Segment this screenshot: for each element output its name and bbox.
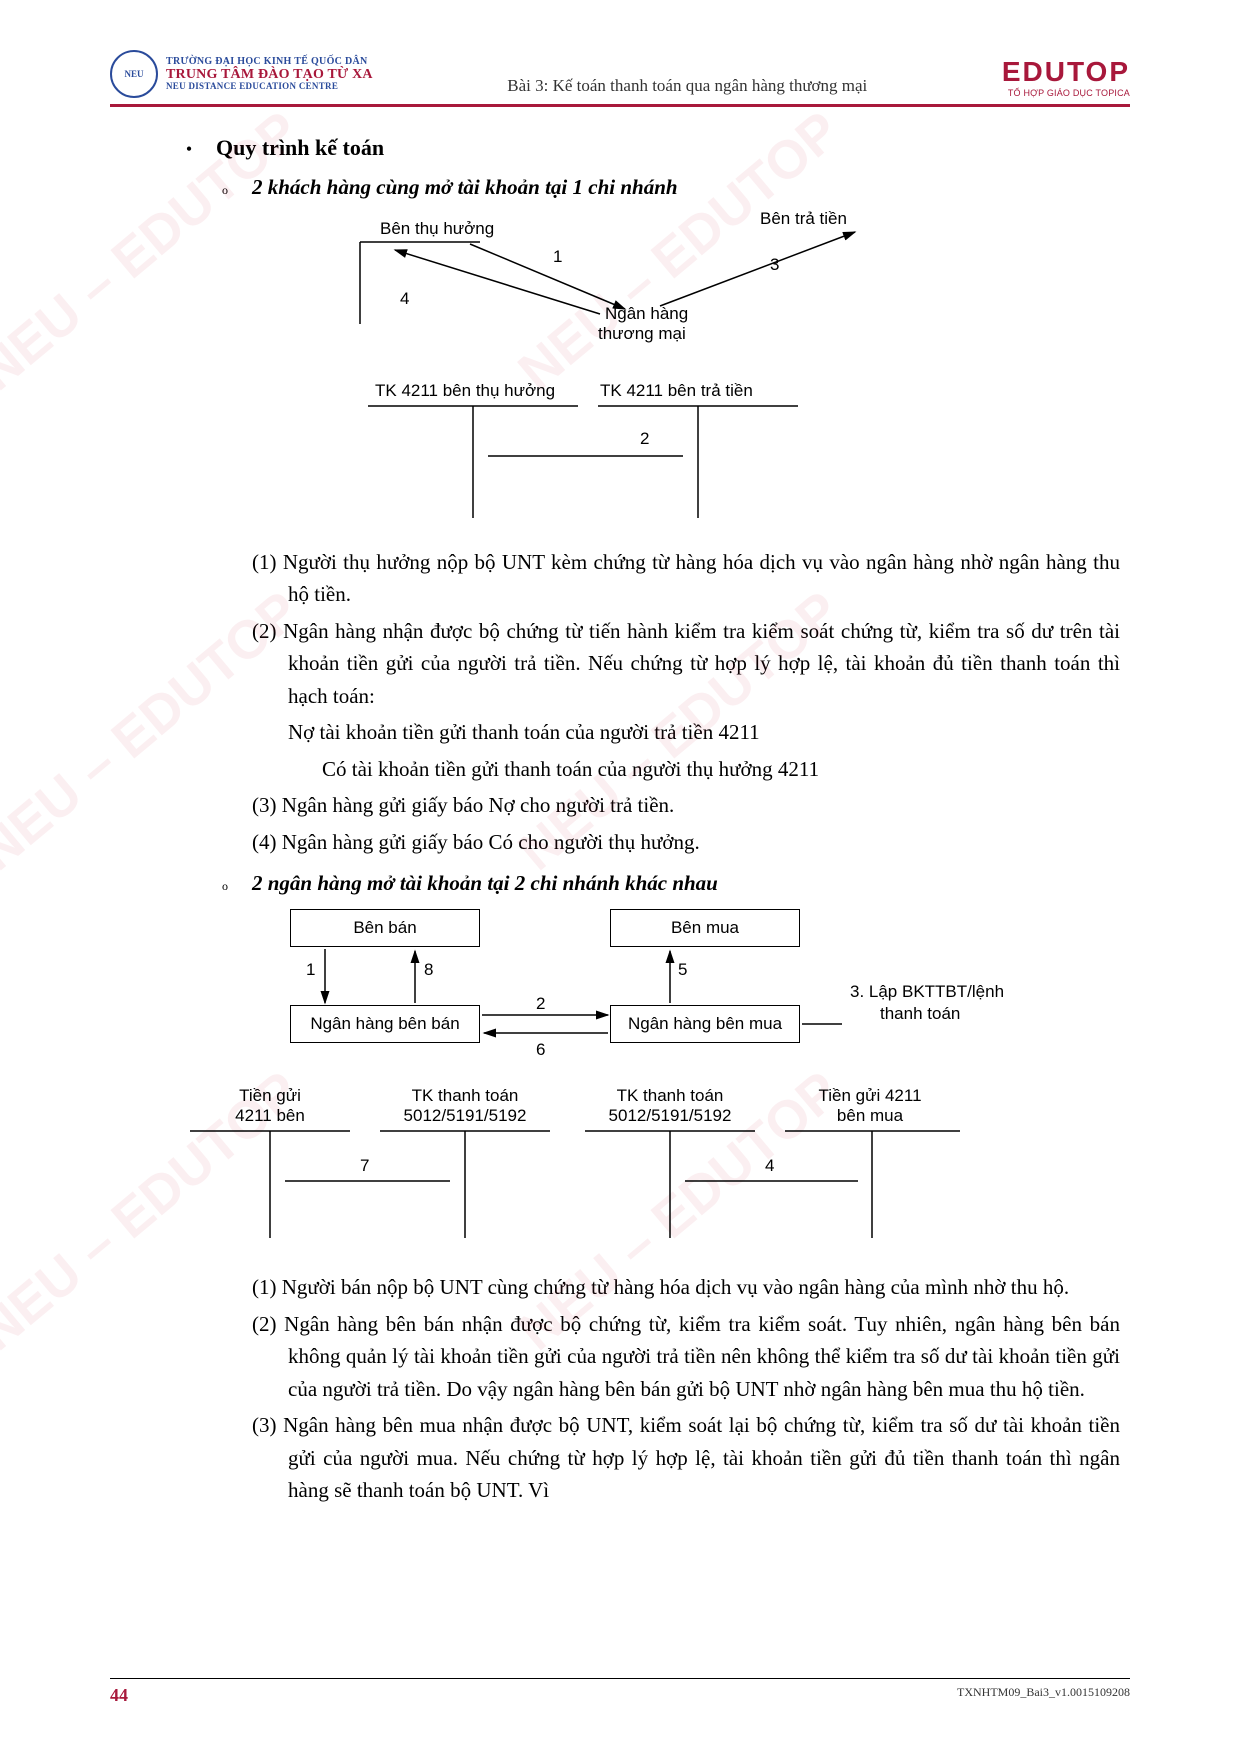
section-row: • Quy trình kế toán [180,131,1130,165]
dia2-side-l2: thanh toán [880,1001,960,1027]
body1-p1: (1) Người thụ hưởng nộp bộ UNT kèm chứng… [252,546,1120,611]
brand-logo: EDUTOP [1002,56,1130,88]
brand-sub: TỔ HỢP GIÁO DỤC TOPICA [1002,88,1130,98]
dia2-n2: 2 [536,991,545,1017]
bullet-circle-icon: o [216,877,234,896]
dia1-n4: 4 [400,286,409,312]
dia1-right-label: Bên trả tiền [760,206,847,232]
t2-n4: 4 [765,1153,774,1179]
lesson-title: Bài 3: Kế toán thanh toán qua ngân hàng … [373,76,1002,98]
header-right: EDUTOP TỔ HỢP GIÁO DỤC TOPICA [1002,56,1130,98]
page-header: NEU TRƯỜNG ĐẠI HỌC KINH TẾ QUỐC DÂN TRUN… [110,50,1130,107]
dia2-n8: 8 [424,957,433,983]
case2-title: 2 ngân hàng mở tài khoản tại 2 chi nhánh… [252,867,718,900]
neu-line2: TRUNG TÂM ĐÀO TẠO TỪ XA [166,67,373,82]
diagram-1-svg [270,214,910,344]
body2-p2: (2) Ngân hàng bên bán nhận được bộ chứng… [252,1308,1120,1406]
dia2-n1: 1 [306,957,315,983]
dia1-center-l2: thương mại [598,321,686,347]
body1-p2: (2) Ngân hàng nhận được bộ chứng từ tiến… [252,615,1120,713]
diagram-1: Bên thụ hưởng Bên trả tiền Ngân hàng thư… [270,214,910,364]
dia1-n3: 3 [770,252,779,278]
case1-title: 2 khách hàng cùng mở tài khoản tại 1 chi… [252,171,678,204]
t1-n2: 2 [640,426,649,452]
body1-p2b: Có tài khoản tiền gửi thanh toán của ngư… [252,753,1120,786]
neu-line1: TRƯỜNG ĐẠI HỌC KINH TẾ QUỐC DÂN [166,56,373,67]
header-left: NEU TRƯỜNG ĐẠI HỌC KINH TẾ QUỐC DÂN TRUN… [110,50,373,98]
t-accounts-1: TK 4211 bên thụ hưởng TK 4211 bên trả ti… [240,378,940,528]
body1-p2a: Nợ tài khoản tiền gửi thanh toán của ngư… [252,716,1120,749]
t2-c4-l2: bên mua [810,1103,930,1129]
case1-row: o 2 khách hàng cùng mở tài khoản tại 1 c… [216,171,1130,204]
body2: (1) Người bán nộp bộ UNT cùng chứng từ h… [252,1271,1120,1507]
diagram-2: Bên bán Bên mua Ngân hàng bên bán Ngân h… [210,909,1030,1069]
t-accounts-1-svg [240,378,940,528]
page-footer: 44 TXNHTM09_Bai3_v1.0015109208 [110,1678,1130,1706]
neu-text: TRƯỜNG ĐẠI HỌC KINH TẾ QUỐC DÂN TRUNG TÂ… [166,56,373,92]
page-number: 44 [110,1685,128,1706]
body2-p3: (3) Ngân hàng bên mua nhận được bộ UNT, … [252,1409,1120,1507]
doc-id: TXNHTM09_Bai3_v1.0015109208 [957,1685,1130,1706]
section-title: Quy trình kế toán [216,131,384,165]
bullet-disc-icon: • [180,136,198,164]
body1-p3: (3) Ngân hàng gửi giấy báo Nợ cho người … [252,789,1120,822]
t2-n7: 7 [360,1153,369,1179]
t2-c1-l2: 4211 bên [210,1103,330,1129]
content: • Quy trình kế toán o 2 khách hàng cùng … [110,131,1130,1507]
t1-left-title: TK 4211 bên thụ hưởng [375,378,555,404]
t-accounts-2: Tiền gửi 4211 bên TK thanh toán 5012/519… [170,1083,1030,1253]
t1-right-title: TK 4211 bên trả tiền [600,378,753,404]
neu-line3: NEU DISTANCE EDUCATION CENTRE [166,82,373,92]
case2-row: o 2 ngân hàng mở tài khoản tại 2 chi nhá… [216,867,1130,900]
t2-c3-l2: 5012/5191/5192 [590,1103,750,1129]
dia2-n6: 6 [536,1037,545,1063]
body1: (1) Người thụ hưởng nộp bộ UNT kèm chứng… [252,546,1120,859]
bullet-circle-icon: o [216,181,234,200]
page: NEU – EDUTOP NEU – EDUTOP NEU – EDUTOP N… [0,0,1240,1754]
dia1-left-label: Bên thụ hưởng [380,216,494,242]
body1-p4: (4) Ngân hàng gửi giấy báo Có cho người … [252,826,1120,859]
t2-c2-l2: 5012/5191/5192 [385,1103,545,1129]
dia2-n5: 5 [678,957,687,983]
dia1-n1: 1 [553,244,562,270]
body2-p1: (1) Người bán nộp bộ UNT cùng chứng từ h… [252,1271,1120,1304]
neu-logo-icon: NEU [110,50,158,98]
